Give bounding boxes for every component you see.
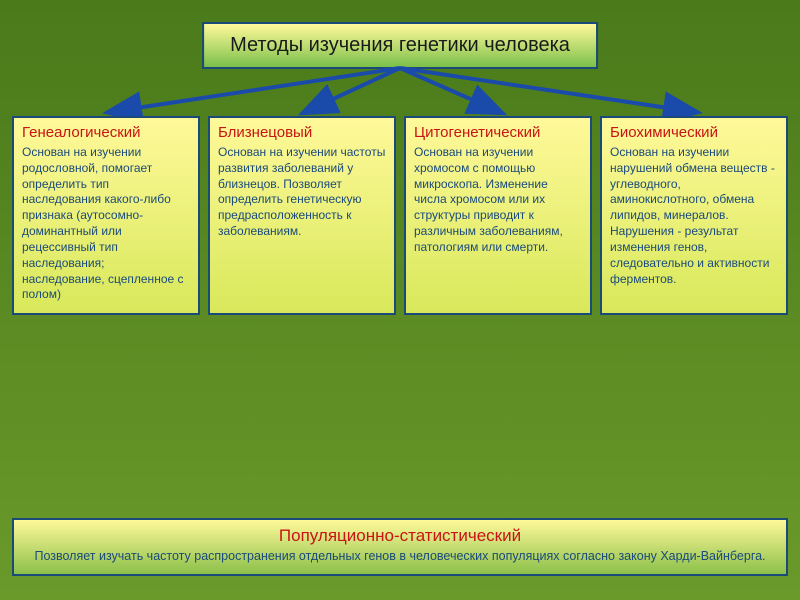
column-title: Биохимический: [610, 124, 778, 141]
column-title: Цитогенетический: [414, 124, 582, 141]
footer-body: Позволяет изучать частоту распространени…: [26, 548, 774, 564]
arrow-3: [400, 68, 695, 112]
arrow-1: [305, 68, 400, 112]
main-title: Методы изучения генетики человека: [202, 22, 598, 69]
method-column-3: Биохимический Основан на изучении нарушен…: [600, 116, 788, 315]
method-column-2: Цитогенетический Основан на изучении хром…: [404, 116, 592, 315]
arrow-2: [400, 68, 500, 112]
column-title: Близнецовый: [218, 124, 386, 141]
methods-columns: Генеалогический Основан на изучении родос…: [12, 116, 788, 315]
column-body: Основан на изучении хромосом с помощью м…: [414, 145, 582, 256]
method-column-0: Генеалогический Основан на изучении родос…: [12, 116, 200, 315]
arrow-0: [110, 68, 400, 112]
column-title: Генеалогический: [22, 124, 190, 141]
footer-title: Популяционно-статистический: [26, 526, 774, 546]
column-body: Основан на изучении родословной, помогае…: [22, 145, 190, 303]
column-body: Основан на изучении частоты развития заб…: [218, 145, 386, 240]
column-body: Основан на изучении нарушений обмена вещ…: [610, 145, 778, 287]
method-column-1: Близнецовый Основан на изучении частоты р…: [208, 116, 396, 315]
footer-method: Популяционно-статистический Позволяет из…: [12, 518, 788, 576]
arrows-diagram: [0, 62, 800, 122]
